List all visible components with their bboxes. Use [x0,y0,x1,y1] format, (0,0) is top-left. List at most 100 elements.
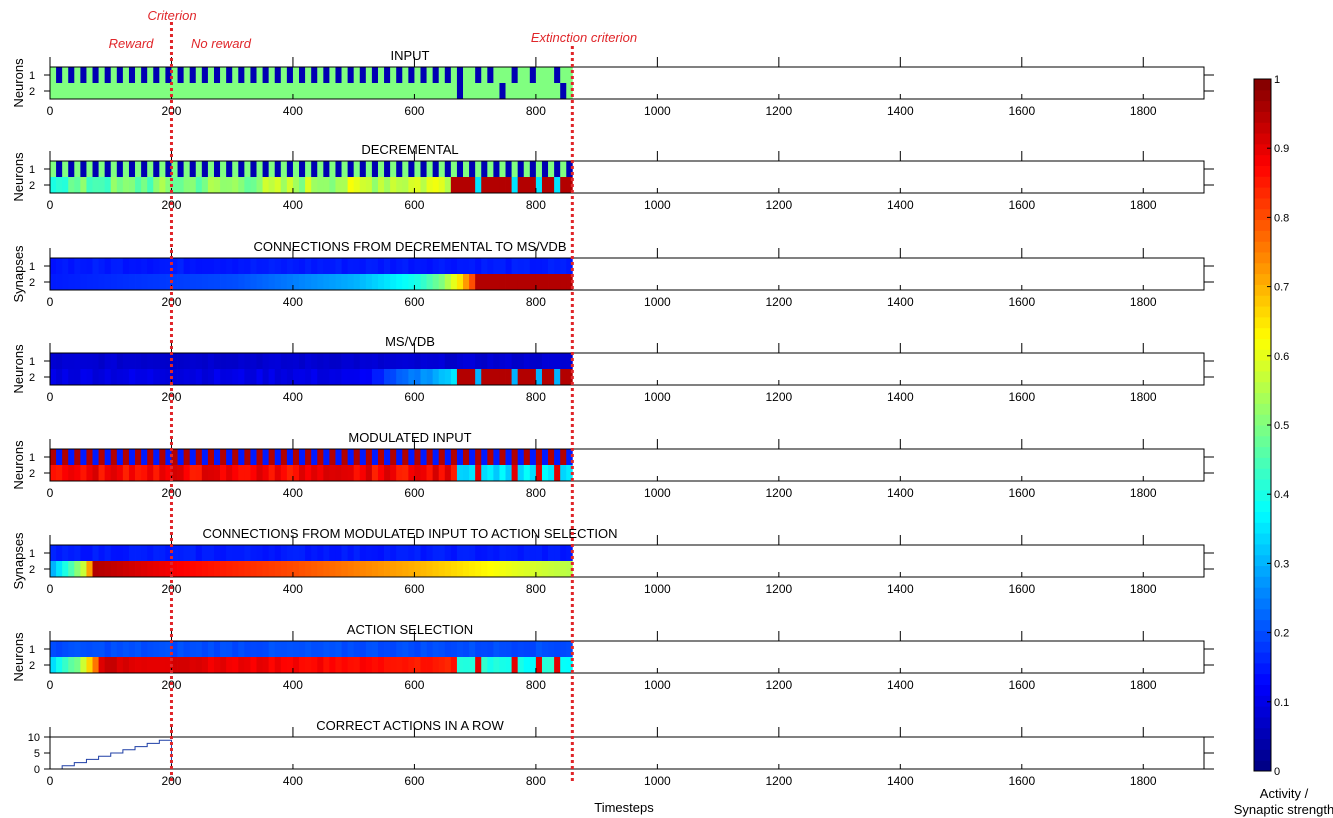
heatmap-cell [292,545,300,561]
heatmap-cell [408,177,415,193]
panel-4: MS/VDB12Neurons0200400600800100012001400… [11,334,1214,404]
heatmap-cell [98,465,106,481]
heatmap-cell [68,465,75,481]
heatmap-cell [341,177,349,193]
colorbar-cell [1254,652,1271,664]
reward-label: Reward [109,36,155,51]
heatmap-cell [529,641,537,657]
heatmap-cell [560,67,567,83]
heatmap-cell [529,161,537,177]
x-tick-label: 1800 [1130,774,1157,788]
heatmap-cell [292,657,300,673]
heatmap-cell [195,657,203,673]
heatmap-cell [548,67,555,83]
heatmap-cell [347,545,355,561]
heatmap-cell [177,369,185,385]
heatmap-cell [98,67,106,83]
heatmap-cell [341,83,349,99]
heatmap-cell [280,67,288,83]
heatmap-cell [438,83,446,99]
heatmap-cell [426,561,434,577]
heatmap-cell [213,161,221,177]
heatmap-cell [535,353,543,369]
x-tick-label: 0 [47,104,54,118]
heatmap-cell [189,545,197,561]
heatmap-cell [98,83,106,99]
heatmap-cell [299,274,306,290]
heatmap-cell [548,258,555,274]
heatmap-cell [292,83,300,99]
x-tick-label: 1800 [1130,582,1157,596]
heatmap-cell [523,83,531,99]
heatmap-cell [511,641,519,657]
colorbar-cell [1254,489,1271,502]
heatmap-cell [86,83,93,99]
heatmap-cell [481,83,488,99]
heatmap-cell [317,545,324,561]
heatmap-cell [487,369,494,385]
panel-title: CORRECT ACTIONS IN A ROW [316,718,504,733]
x-tick-label: 200 [161,295,181,309]
heatmap-cell [56,369,63,385]
heatmap-cell [62,561,69,577]
heatmap-cell [262,67,270,83]
heatmap-cell [110,369,118,385]
colorbar-cell [1254,360,1271,372]
heatmap-cell [104,67,112,83]
heatmap-cell [238,641,245,657]
heatmap-cell [213,545,221,561]
heatmap-cell [80,258,87,274]
heatmap-cell [299,561,306,577]
x-tick-label: 800 [526,390,546,404]
heatmap-cell [86,561,93,577]
heatmap-cell [141,161,148,177]
heatmap-cell [68,369,75,385]
heatmap-cell [390,353,397,369]
heatmap-cell [499,657,506,673]
heatmap-cell [171,177,178,193]
heatmap-cell [371,641,379,657]
panel-title: ACTION SELECTION [347,622,473,637]
heatmap-cell [177,545,185,561]
heatmap-cell [244,545,251,561]
heatmap-cell [481,177,488,193]
x-tick-label: 1000 [644,295,671,309]
heatmap-cell [226,449,233,465]
heatmap-cell [554,353,561,369]
heatmap-cell [548,274,555,290]
heatmap-cell [213,641,221,657]
heatmap-cell [92,545,99,561]
heatmap-cell [74,353,81,369]
heatmap-cell [50,353,57,369]
heatmap-cell [420,353,427,369]
heatmap-cell [384,561,391,577]
heatmap-cell [183,449,191,465]
heatmap-cell [541,449,549,465]
heatmap-cell [250,369,257,385]
heatmap-cell [463,274,470,290]
heatmap-cell [450,353,458,369]
heatmap-cell [548,161,555,177]
heatmap-cell [68,353,75,369]
heatmap-cell [377,545,385,561]
heatmap-cell [274,465,282,481]
heatmap-cell [517,545,525,561]
heatmap-cell [213,465,221,481]
heatmap-cell [493,274,500,290]
heatmap-cell [195,369,203,385]
heatmap-cell [329,657,336,673]
heatmap-cell [517,369,525,385]
heatmap-cell [365,561,373,577]
heatmap-cell [402,353,409,369]
heatmap-cell [74,161,81,177]
panel-title: MODULATED INPUT [348,430,471,445]
heatmap-cell [56,561,63,577]
heatmap-cell [195,161,203,177]
heatmap-cell [116,465,124,481]
colorbar-cell [1254,446,1271,458]
heatmap-cell [305,465,312,481]
heatmap-cell [226,369,233,385]
heatmap-cell [201,161,209,177]
heatmap-cell [420,83,427,99]
heatmap-cell [517,561,525,577]
